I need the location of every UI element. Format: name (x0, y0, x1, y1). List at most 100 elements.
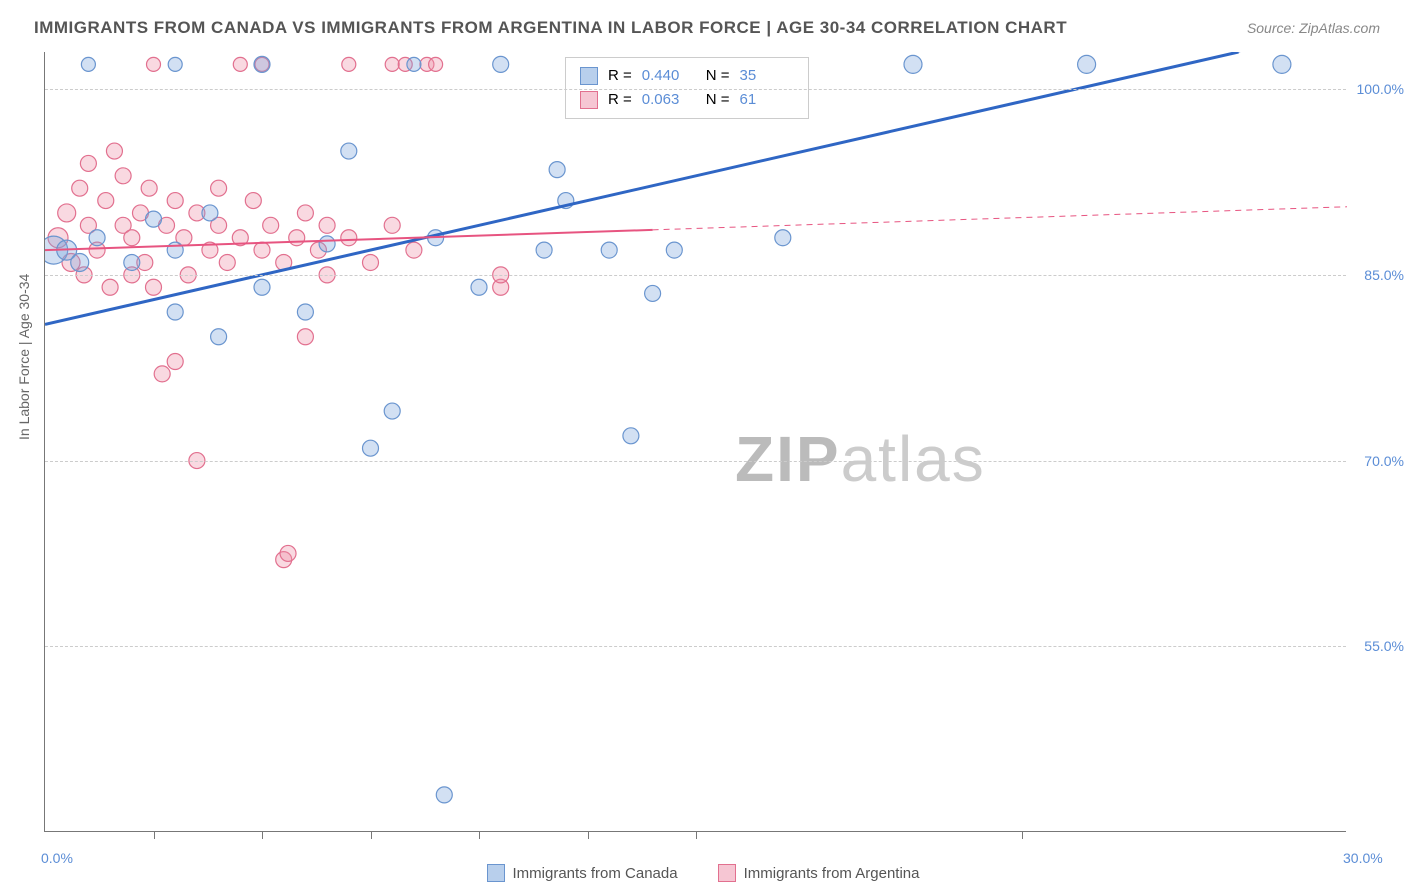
swatch-canada-icon (580, 67, 598, 85)
canada-r-value: 0.440 (642, 64, 696, 88)
data-point-argentina (154, 366, 170, 382)
legend-bottom: Immigrants from Canada Immigrants from A… (0, 864, 1406, 882)
x-tick (1022, 831, 1023, 839)
r-prefix: R = (608, 64, 632, 88)
x-tick (588, 831, 589, 839)
data-point-canada (297, 304, 313, 320)
legend-label-canada: Immigrants from Canada (513, 865, 678, 882)
gridline (45, 89, 1346, 90)
data-point-canada (319, 236, 335, 252)
data-point-canada (549, 162, 565, 178)
data-point-argentina (341, 230, 357, 246)
data-point-argentina (124, 230, 140, 246)
data-point-canada (407, 57, 421, 71)
data-point-canada (211, 329, 227, 345)
gridline (45, 646, 1346, 647)
trend-line-argentina-dashed (653, 207, 1347, 230)
legend-label-argentina: Immigrants from Argentina (744, 865, 920, 882)
data-point-argentina (106, 143, 122, 159)
swatch-argentina-icon (580, 91, 598, 109)
x-tick (696, 831, 697, 839)
argentina-r-value: 0.063 (642, 88, 696, 112)
data-point-argentina (385, 57, 399, 71)
data-point-argentina (167, 354, 183, 370)
legend-item-canada: Immigrants from Canada (487, 864, 678, 882)
data-point-canada (71, 253, 89, 271)
argentina-n-value: 61 (740, 88, 794, 112)
data-point-argentina (141, 180, 157, 196)
data-point-canada (601, 242, 617, 258)
data-point-argentina (263, 217, 279, 233)
gridline (45, 461, 1346, 462)
data-point-argentina (102, 279, 118, 295)
data-point-canada (666, 242, 682, 258)
data-point-argentina (297, 329, 313, 345)
data-point-canada (904, 55, 922, 73)
chart-title: IMMIGRANTS FROM CANADA VS IMMIGRANTS FRO… (34, 18, 1067, 38)
data-point-canada (645, 285, 661, 301)
data-point-argentina (147, 57, 161, 71)
legend-item-argentina: Immigrants from Argentina (718, 864, 920, 882)
data-point-argentina (98, 193, 114, 209)
y-tick-label: 70.0% (1364, 453, 1404, 469)
data-point-canada (341, 143, 357, 159)
data-point-argentina (219, 254, 235, 270)
data-point-canada (124, 254, 140, 270)
data-point-argentina (342, 57, 356, 71)
data-point-canada (167, 242, 183, 258)
watermark-light: atlas (841, 423, 986, 495)
data-point-argentina (167, 193, 183, 209)
data-point-argentina (115, 168, 131, 184)
data-point-canada (202, 205, 218, 221)
data-point-argentina (384, 217, 400, 233)
data-point-canada (436, 787, 452, 803)
data-point-canada (363, 440, 379, 456)
data-point-canada (775, 230, 791, 246)
plot-area: R = 0.440 N = 35 R = 0.063 N = 61 ZIPatl… (44, 52, 1346, 832)
watermark: ZIPatlas (735, 422, 986, 496)
data-point-canada (81, 57, 95, 71)
gridline (45, 275, 1346, 276)
data-point-canada (254, 279, 270, 295)
data-point-argentina (211, 180, 227, 196)
data-point-canada (1273, 55, 1291, 73)
data-point-argentina (406, 242, 422, 258)
y-tick-label: 85.0% (1364, 267, 1404, 283)
x-tick (262, 831, 263, 839)
data-point-argentina (58, 204, 76, 222)
data-point-canada (471, 279, 487, 295)
data-point-canada (146, 211, 162, 227)
x-tick (371, 831, 372, 839)
data-point-argentina (297, 205, 313, 221)
x-tick (154, 831, 155, 839)
data-point-argentina (429, 57, 443, 71)
data-point-argentina (72, 180, 88, 196)
stats-row-canada: R = 0.440 N = 35 (580, 64, 794, 88)
data-point-argentina (146, 279, 162, 295)
data-point-canada (536, 242, 552, 258)
data-point-canada (384, 403, 400, 419)
data-point-canada (89, 230, 105, 246)
data-point-argentina (245, 193, 261, 209)
n-prefix: N = (706, 64, 730, 88)
n-prefix: N = (706, 88, 730, 112)
data-point-canada (254, 56, 270, 72)
data-point-argentina (280, 545, 296, 561)
stats-row-argentina: R = 0.063 N = 61 (580, 88, 794, 112)
r-prefix: R = (608, 88, 632, 112)
canada-n-value: 35 (740, 64, 794, 88)
y-axis-title: In Labor Force | Age 30-34 (16, 274, 32, 440)
x-tick (479, 831, 480, 839)
data-point-canada (167, 304, 183, 320)
data-point-argentina (254, 242, 270, 258)
stats-legend-box: R = 0.440 N = 35 R = 0.063 N = 61 (565, 57, 809, 119)
watermark-bold: ZIP (735, 423, 841, 495)
data-point-canada (493, 56, 509, 72)
data-point-argentina (363, 254, 379, 270)
legend-swatch-canada-icon (487, 864, 505, 882)
source-label: Source: ZipAtlas.com (1247, 20, 1380, 36)
y-tick-label: 55.0% (1364, 638, 1404, 654)
data-point-canada (623, 428, 639, 444)
data-point-argentina (233, 57, 247, 71)
legend-swatch-argentina-icon (718, 864, 736, 882)
